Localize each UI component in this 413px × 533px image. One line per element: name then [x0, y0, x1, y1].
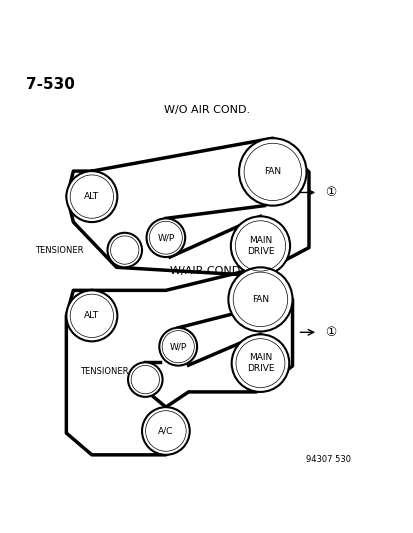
Circle shape	[66, 171, 117, 222]
Text: TENSIONER: TENSIONER	[35, 246, 83, 255]
Circle shape	[231, 334, 289, 392]
Circle shape	[128, 362, 162, 397]
Circle shape	[228, 268, 292, 332]
Text: 94307 530: 94307 530	[305, 455, 350, 464]
Circle shape	[66, 290, 117, 341]
Text: TENSIONER: TENSIONER	[80, 367, 128, 376]
Text: W/P: W/P	[157, 233, 174, 242]
Text: MAIN
DRIVE: MAIN DRIVE	[246, 236, 273, 256]
Text: ALT: ALT	[84, 311, 99, 320]
Text: W/AIR COND.: W/AIR COND.	[170, 265, 243, 276]
Text: W/O AIR COND.: W/O AIR COND.	[164, 105, 249, 115]
Text: W/P: W/P	[169, 342, 186, 351]
Text: FAN: FAN	[263, 167, 281, 176]
Text: ①: ①	[324, 326, 335, 339]
Text: ①: ①	[324, 186, 335, 199]
Circle shape	[238, 138, 306, 206]
Circle shape	[230, 216, 290, 276]
Text: ALT: ALT	[84, 192, 99, 201]
Text: A/C: A/C	[158, 426, 173, 435]
Circle shape	[107, 233, 142, 268]
Text: 7-530: 7-530	[26, 77, 75, 92]
Circle shape	[146, 219, 185, 257]
Text: MAIN
DRIVE: MAIN DRIVE	[246, 353, 273, 373]
Text: FAN: FAN	[251, 295, 268, 304]
Circle shape	[159, 328, 197, 366]
Circle shape	[142, 407, 189, 455]
